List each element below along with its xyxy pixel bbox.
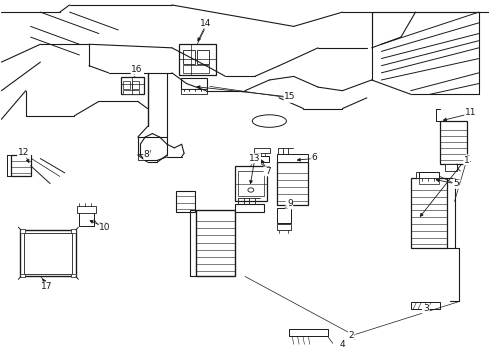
Bar	[77, 206, 97, 213]
Bar	[254, 148, 270, 153]
Text: 9: 9	[286, 200, 292, 209]
Bar	[277, 162, 308, 205]
Bar	[176, 191, 196, 212]
Text: 3: 3	[422, 305, 428, 314]
Text: 17: 17	[42, 283, 53, 292]
Circle shape	[248, 188, 254, 192]
Bar	[71, 274, 76, 277]
Bar	[138, 154, 147, 160]
Text: 13: 13	[249, 154, 261, 163]
Bar	[289, 329, 328, 337]
Text: 9: 9	[287, 199, 293, 208]
Text: 5: 5	[454, 179, 460, 188]
Text: 6: 6	[310, 154, 316, 163]
Text: 2: 2	[348, 331, 354, 340]
Bar	[411, 302, 440, 309]
Bar	[132, 81, 139, 89]
Text: 17: 17	[41, 282, 52, 291]
Bar	[71, 229, 76, 233]
Text: 11: 11	[466, 108, 477, 117]
Text: 12: 12	[18, 148, 29, 157]
Text: 10: 10	[98, 222, 109, 231]
Text: 8: 8	[144, 150, 149, 159]
Bar	[277, 224, 291, 230]
Text: 15: 15	[286, 93, 297, 102]
Text: 12: 12	[19, 150, 30, 159]
Text: 5: 5	[453, 179, 459, 188]
Bar	[179, 44, 216, 75]
Bar	[122, 81, 130, 89]
Bar	[79, 212, 94, 226]
Text: 14: 14	[200, 19, 212, 28]
Text: 10: 10	[99, 222, 111, 231]
Text: 13: 13	[249, 155, 261, 164]
Text: 7: 7	[264, 166, 270, 175]
Text: 16: 16	[132, 67, 144, 76]
Bar	[121, 77, 144, 94]
Bar	[196, 210, 235, 276]
Bar	[277, 154, 308, 162]
Bar	[445, 164, 457, 171]
Text: 6: 6	[312, 153, 318, 162]
Bar	[20, 229, 25, 233]
Text: 11: 11	[465, 108, 476, 117]
Bar	[255, 156, 270, 162]
Text: 4: 4	[340, 340, 345, 349]
Bar	[235, 204, 265, 212]
Bar	[197, 50, 209, 64]
Bar	[238, 171, 265, 196]
Text: 1: 1	[464, 156, 469, 165]
Bar	[419, 172, 439, 178]
Bar	[277, 208, 291, 223]
Bar	[183, 50, 195, 64]
Bar	[416, 172, 430, 178]
Bar	[235, 166, 267, 202]
Text: 8: 8	[145, 150, 150, 159]
Text: 14: 14	[200, 20, 212, 29]
Bar	[181, 89, 207, 94]
Text: 15: 15	[284, 92, 295, 101]
Text: 2: 2	[349, 333, 355, 342]
Bar	[181, 78, 207, 89]
Bar	[20, 230, 76, 276]
Text: 16: 16	[131, 65, 143, 74]
Ellipse shape	[252, 115, 287, 127]
Bar	[440, 121, 466, 164]
Text: 7: 7	[265, 167, 271, 176]
Bar	[419, 178, 439, 184]
Bar	[11, 155, 30, 176]
Bar	[122, 90, 139, 94]
Text: 1: 1	[466, 155, 472, 164]
Bar	[24, 233, 72, 274]
Bar	[411, 178, 447, 248]
Bar	[183, 65, 209, 73]
Text: 3: 3	[423, 304, 429, 313]
Bar	[20, 274, 25, 277]
